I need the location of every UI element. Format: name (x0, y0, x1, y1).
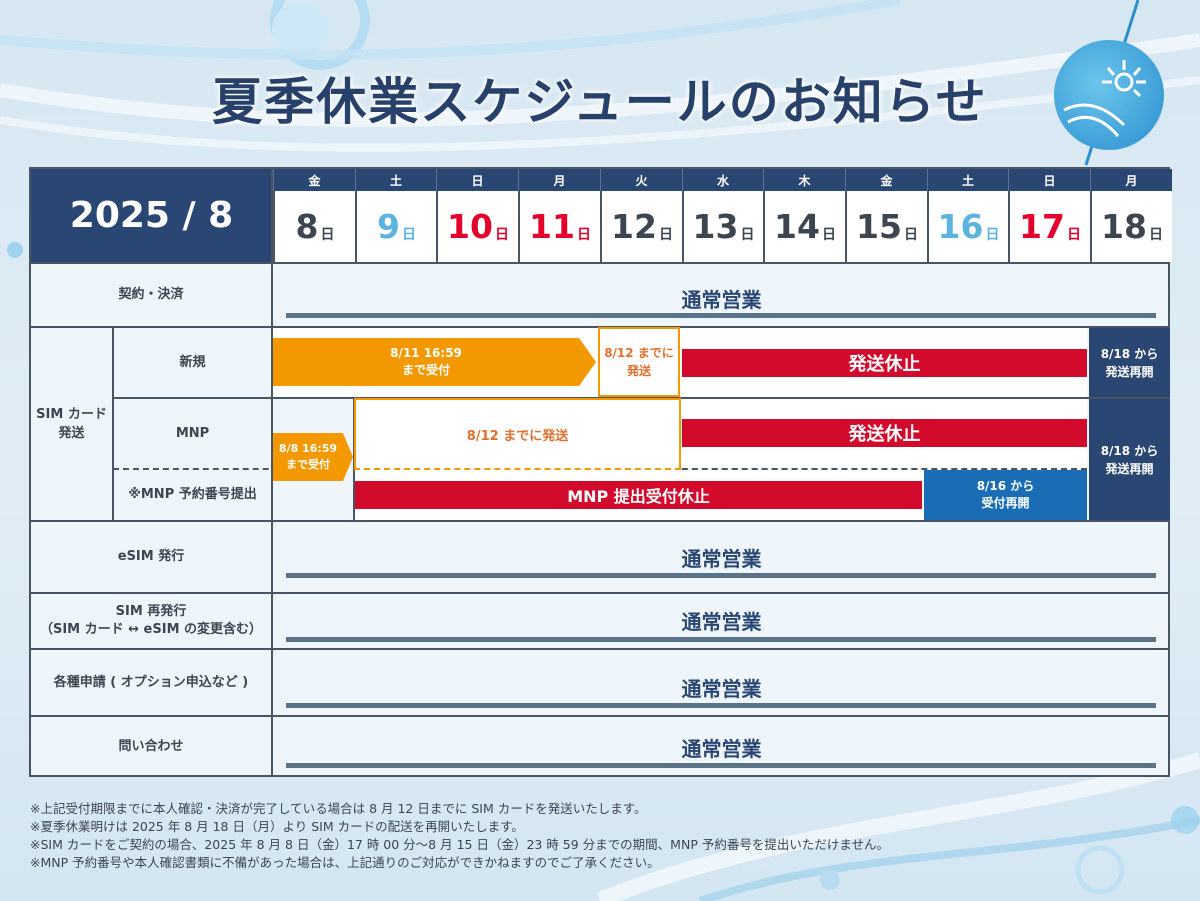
date-number: 13 (692, 207, 739, 246)
date-number: 8 (295, 207, 319, 246)
footnotes: ※上記受付期限までに本人確認・決済が完了している場合は 8 月 12 日までに … (30, 800, 889, 873)
suspended-mnp-reserve: MNP 提出受付休止 (355, 481, 922, 509)
footnote: ※SIM カードをご契約の場合、2025 年 8 月 8 日（金）17 時 00… (30, 837, 889, 853)
status-normal-inquiry: 通常営業 (681, 737, 762, 761)
deadline-arrow-new (273, 338, 596, 386)
row-divider (31, 648, 1170, 650)
date-cell: 13 日 (682, 191, 763, 262)
ship-by-new: 8/12 までに 発送 (598, 327, 680, 397)
date-unit: 日 (320, 226, 335, 243)
resume-mnp-reserve: 8/16 から 受付再開 (924, 470, 1087, 520)
column-divider (112, 326, 114, 520)
row-divider (31, 715, 1170, 717)
row-label-mnp-reserve: ※MNP 予約番号提出 (128, 487, 257, 503)
date-unit: 日 (903, 226, 918, 243)
normal-bar (286, 313, 1156, 318)
day-of-week-label: 日 (1008, 169, 1090, 191)
date-number: 11 (529, 207, 575, 246)
row-label-new: 新規 (179, 354, 206, 370)
day-of-week-label: 水 (682, 169, 763, 191)
date-unit: 日 (494, 226, 509, 243)
row-label-applications: 各種申請 ( オプション申込など ) (53, 674, 249, 690)
deadline-arrow-mnp (273, 433, 353, 481)
page-title: 夏季休業スケジュールのお知らせ (212, 72, 988, 131)
day-of-week-label: 土 (355, 169, 436, 191)
year-month-header: 2025 / 8 (31, 169, 272, 262)
normal-bar (286, 763, 1156, 768)
status-normal-applications: 通常営業 (681, 677, 762, 701)
date-cell: 18 日 (1090, 191, 1172, 262)
day-of-week-label: 火 (600, 169, 682, 191)
date-cell: 16 日 (927, 191, 1008, 262)
date-number: 9 (377, 207, 400, 246)
date-number: 14 (774, 207, 820, 246)
date-unit: 日 (576, 226, 591, 243)
date-number: 10 (447, 207, 493, 246)
normal-bar (286, 703, 1156, 708)
row-label-sim-group: SIM カード 発送 (36, 406, 107, 442)
day-of-week-label: 金 (273, 169, 355, 191)
day-of-week-label: 金 (845, 169, 927, 191)
date-cell: 15 日 (845, 191, 927, 262)
row-label-sim-reissue: SIM 再発行 （SIM カード ↔ eSIM の変更含む） (39, 603, 263, 637)
deadline-new: 8/11 16:59 まで受付 (390, 345, 462, 377)
date-number: 17 (1019, 207, 1065, 246)
date-number: 12 (611, 207, 657, 246)
wind-chime-icon (1054, 40, 1164, 150)
day-of-week-label: 日 (436, 169, 518, 191)
column-divider (271, 167, 273, 777)
status-normal-contract: 通常営業 (681, 288, 762, 312)
footnote: ※夏季休業明けは 2025 年 8 月 18 日（月）より SIM カードの配送… (30, 819, 524, 835)
suspended-mnp: 発送休止 (682, 419, 1087, 447)
row-divider (31, 520, 1170, 522)
date-cell: 10 日 (436, 191, 518, 262)
ship-by-mnp: 8/12 までに発送 (354, 398, 681, 470)
date-number: 15 (856, 207, 902, 246)
deadline-mnp: 8/8 16:59 まで受付 (278, 442, 338, 471)
status-normal-esim: 通常営業 (681, 547, 762, 571)
day-of-week-label: 月 (518, 169, 600, 191)
date-unit: 日 (1066, 226, 1081, 243)
row-divider (31, 592, 1170, 594)
day-of-week-label: 月 (1090, 169, 1172, 191)
footnote: ※上記受付期限までに本人確認・決済が完了している場合は 8 月 12 日までに … (30, 801, 647, 816)
row-label-contract: 契約・決済 (118, 287, 184, 303)
row-label-inquiry: 問い合わせ (118, 739, 184, 755)
date-cell: 12 日 (600, 191, 682, 262)
row-divider (31, 262, 1170, 264)
date-unit: 日 (658, 226, 673, 243)
date-cell: 17 日 (1008, 191, 1090, 262)
resume-mnp: 8/18 から 発送再開 (1089, 399, 1170, 520)
date-unit: 日 (740, 226, 755, 243)
date-cell: 11 日 (518, 191, 600, 262)
suspended-new: 発送休止 (682, 349, 1087, 377)
day-of-week-label: 土 (927, 169, 1008, 191)
row-label-mnp: MNP (175, 425, 210, 441)
date-cell: 14 日 (763, 191, 845, 262)
date-unit: 日 (985, 226, 1000, 243)
day-of-week-label: 木 (763, 169, 845, 191)
normal-bar (286, 637, 1156, 642)
date-unit: 日 (1148, 226, 1163, 243)
date-number: 16 (937, 207, 984, 246)
resume-new: 8/18 から 発送再開 (1089, 328, 1170, 397)
status-normal-sim-reissue: 通常営業 (681, 610, 762, 634)
date-unit: 日 (401, 226, 416, 243)
date-number: 18 (1101, 207, 1147, 246)
date-unit: 日 (821, 226, 836, 243)
footnote: ※MNP 予約番号や本人確認書類に不備があった場合は、上記通りのご対応ができかね… (30, 855, 660, 871)
row-label-esim: eSIM 発行 (117, 549, 185, 565)
normal-bar (286, 573, 1156, 578)
